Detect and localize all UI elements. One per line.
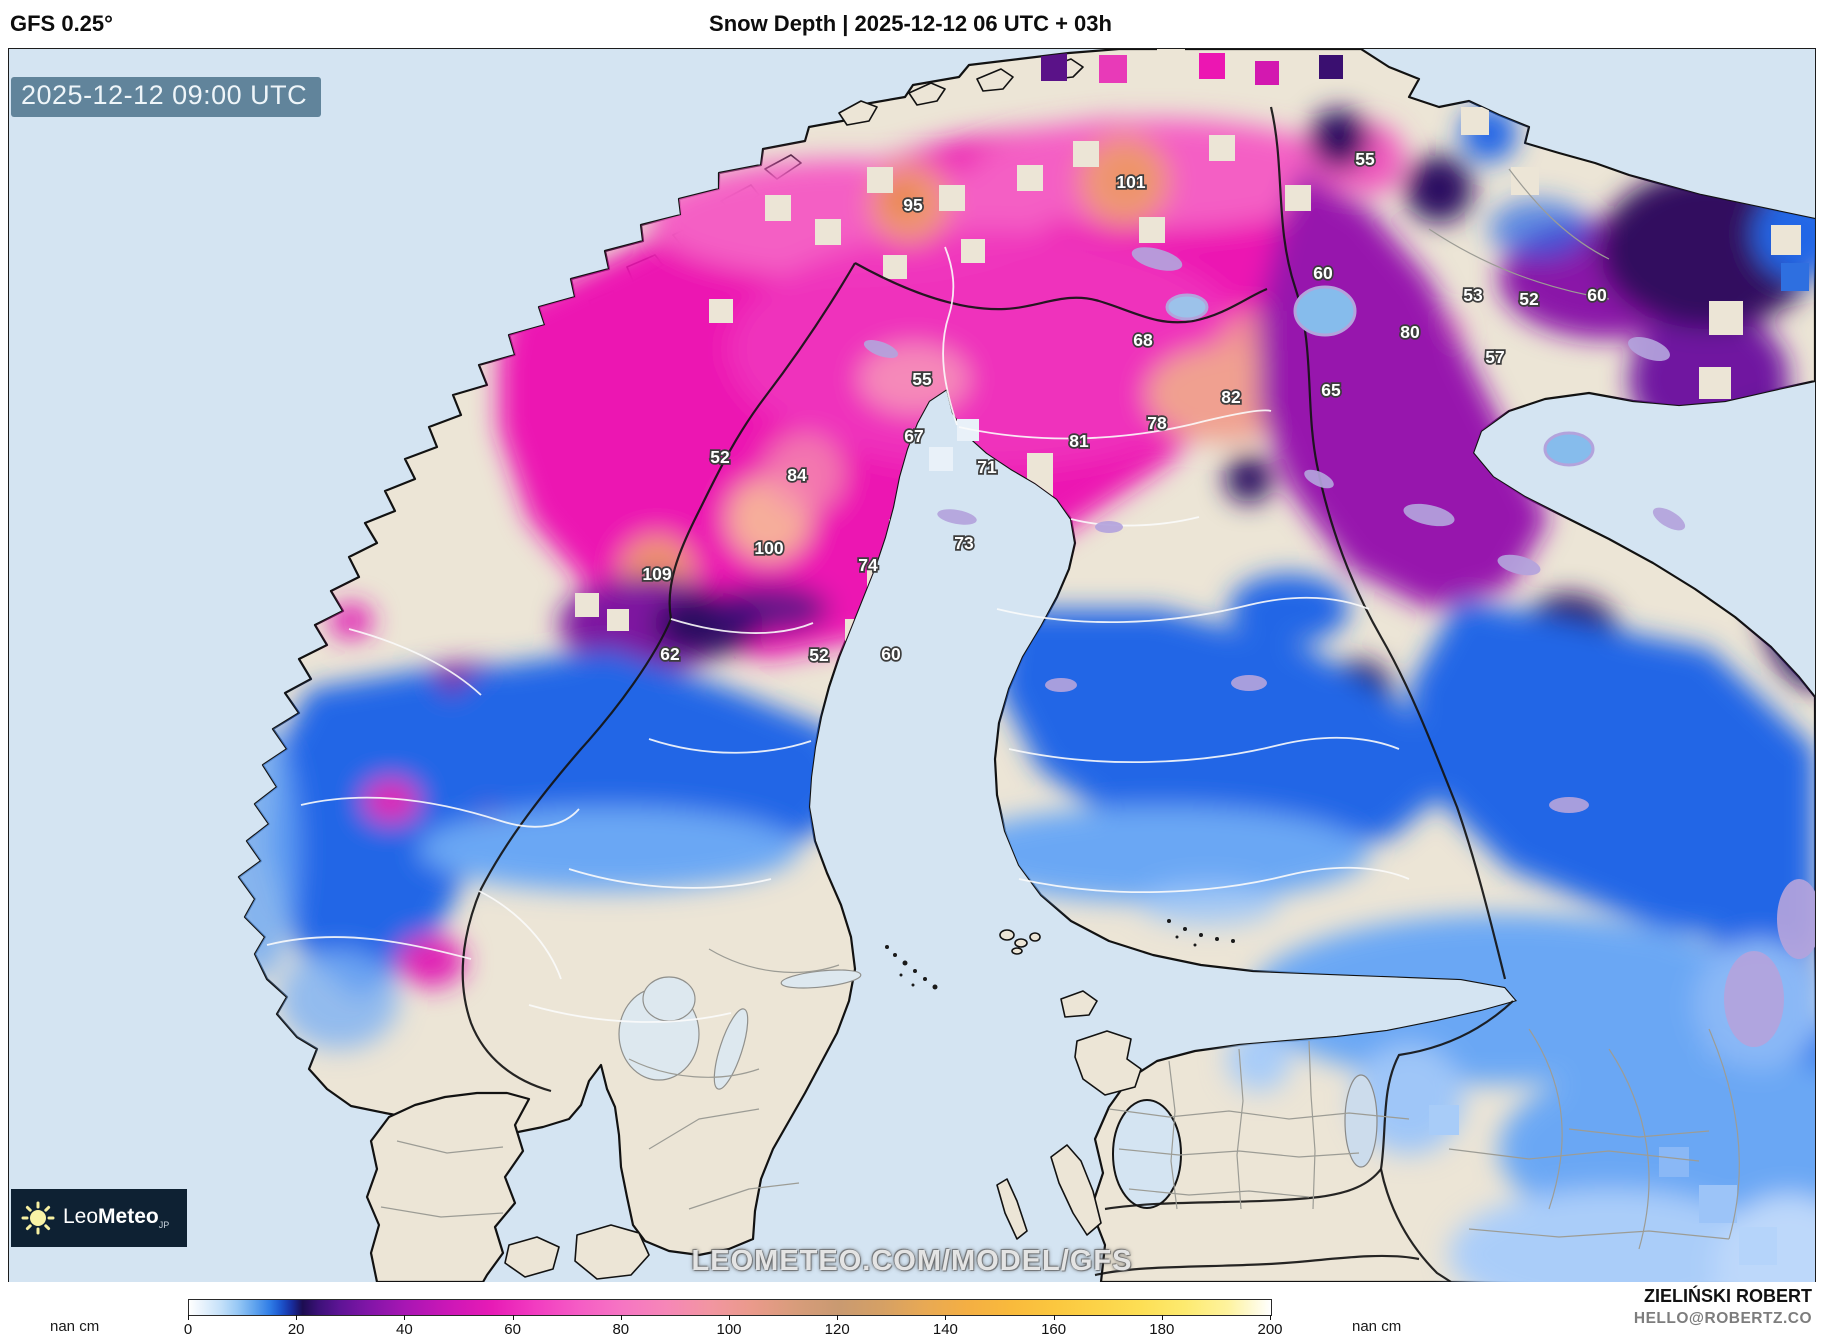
model-label: GFS 0.25° <box>10 11 113 36</box>
denmark <box>365 1091 531 1282</box>
tick-label: 40 <box>396 1321 413 1338</box>
value-label: 53 <box>1463 285 1483 305</box>
archipelago-dots <box>885 919 1235 990</box>
value-label: 101 <box>1116 172 1145 192</box>
value-label: 57 <box>1485 347 1504 367</box>
logo-text: LeoMeteoJP <box>63 1205 170 1231</box>
tick-mark <box>1161 1315 1163 1320</box>
value-label: 109 <box>642 564 671 584</box>
value-label: 67 <box>904 426 923 446</box>
header-bar: GFS 0.25° Snow Depth | 2025-12-12 06 UTC… <box>0 0 1821 48</box>
landmasses <box>237 49 1815 1282</box>
snow-depth-map: 55 101 95 60 53 52 60 68 80 57 55 82 65 78 67 81 71 52 84 1… <box>9 49 1815 1282</box>
lake-peipus <box>1344 1074 1378 1168</box>
value-label: 100 <box>754 538 783 558</box>
colorbar-unit-right: nan cm <box>1352 1318 1402 1335</box>
value-label: 60 <box>881 644 901 664</box>
lakes-south <box>618 969 1378 1209</box>
country-borders <box>461 106 1514 1282</box>
value-label: 62 <box>660 644 680 664</box>
value-label: 80 <box>1400 322 1420 342</box>
tick-label: 60 <box>504 1321 521 1338</box>
region-borders <box>266 168 1740 1250</box>
colorbar-unit-left: nan cm <box>50 1318 100 1335</box>
tick-mark <box>945 1315 947 1320</box>
danish-islands <box>504 1224 650 1280</box>
lakes-north <box>863 247 1815 1047</box>
tick-mark <box>404 1315 406 1320</box>
sun-icon <box>21 1201 55 1235</box>
hiiumaa <box>1060 990 1098 1018</box>
saaremaa <box>1074 1030 1142 1096</box>
value-label: 71 <box>977 457 997 477</box>
value-label: 52 <box>1519 289 1539 309</box>
value-label: 52 <box>710 447 730 467</box>
value-label: 60 <box>1587 285 1607 305</box>
sea-ice-pixels <box>929 419 979 471</box>
tick-label: 120 <box>824 1321 850 1338</box>
colorbar-gradient <box>188 1299 1272 1316</box>
watermark: LEOMETEO.COM/MODEL/GFS <box>691 1245 1133 1277</box>
gotland <box>1050 1144 1102 1236</box>
value-label: 73 <box>954 533 974 553</box>
value-label: 74 <box>858 555 878 575</box>
tick-label: 20 <box>287 1321 305 1338</box>
leometeo-logo: LeoMeteoJP <box>11 1189 187 1247</box>
aland-islands <box>999 929 1041 955</box>
value-label: 55 <box>912 369 932 389</box>
value-label: 60 <box>1313 263 1333 283</box>
value-label: 81 <box>1069 431 1089 451</box>
oland <box>996 1178 1028 1240</box>
tick-label: 160 <box>1041 1321 1067 1338</box>
colorbar-ticks: 0 20 40 60 80 100 120 140 160 180 200 <box>184 1315 1283 1338</box>
value-label: 65 <box>1321 380 1341 400</box>
tick-mark <box>620 1315 622 1320</box>
tick-mark <box>296 1315 298 1320</box>
page-title: Snow Depth | 2025-12-12 06 UTC + 03h <box>709 11 1112 36</box>
timestamp-badge: 2025-12-12 09:00 UTC <box>11 77 322 117</box>
tick-label: 0 <box>183 1321 193 1338</box>
value-label: 95 <box>903 195 923 215</box>
tick-mark <box>837 1315 839 1320</box>
tick-mark <box>1053 1315 1055 1320</box>
value-label: 52 <box>809 645 829 665</box>
tick-mark <box>729 1315 730 1320</box>
tick-label: 200 <box>1257 1321 1283 1338</box>
value-label: 78 <box>1147 413 1167 433</box>
tick-mark <box>188 1315 189 1320</box>
tick-label: 180 <box>1149 1321 1175 1338</box>
gulf-of-riga <box>1112 1099 1182 1209</box>
footer-bar: nan cm 0 20 40 60 80 100 120 140 160 180 200 nan c… <box>0 1282 1821 1338</box>
value-label: 84 <box>787 465 807 485</box>
map-canvas: 55 101 95 60 53 52 60 68 80 57 55 82 65 78 67 81 71 52 84 1… <box>8 48 1816 1283</box>
tick-mark <box>512 1315 514 1320</box>
contact-credit: HELLO@ROBERTZ.CO <box>1633 1310 1812 1327</box>
snow-depth-value-labels: 55 101 95 60 53 52 60 68 80 57 55 82 65 78 67 81 71 52 84 1… <box>641 147 1609 666</box>
tick-mark <box>1270 1315 1271 1320</box>
tick-label: 80 <box>612 1321 630 1338</box>
value-label: 55 <box>1355 149 1375 169</box>
author-credit: ZIELIŃSKI ROBERT <box>1643 1286 1812 1306</box>
value-label: 82 <box>1221 387 1241 407</box>
value-label: 68 <box>1133 330 1153 350</box>
tick-label: 100 <box>716 1321 742 1338</box>
tick-label: 140 <box>932 1321 958 1338</box>
